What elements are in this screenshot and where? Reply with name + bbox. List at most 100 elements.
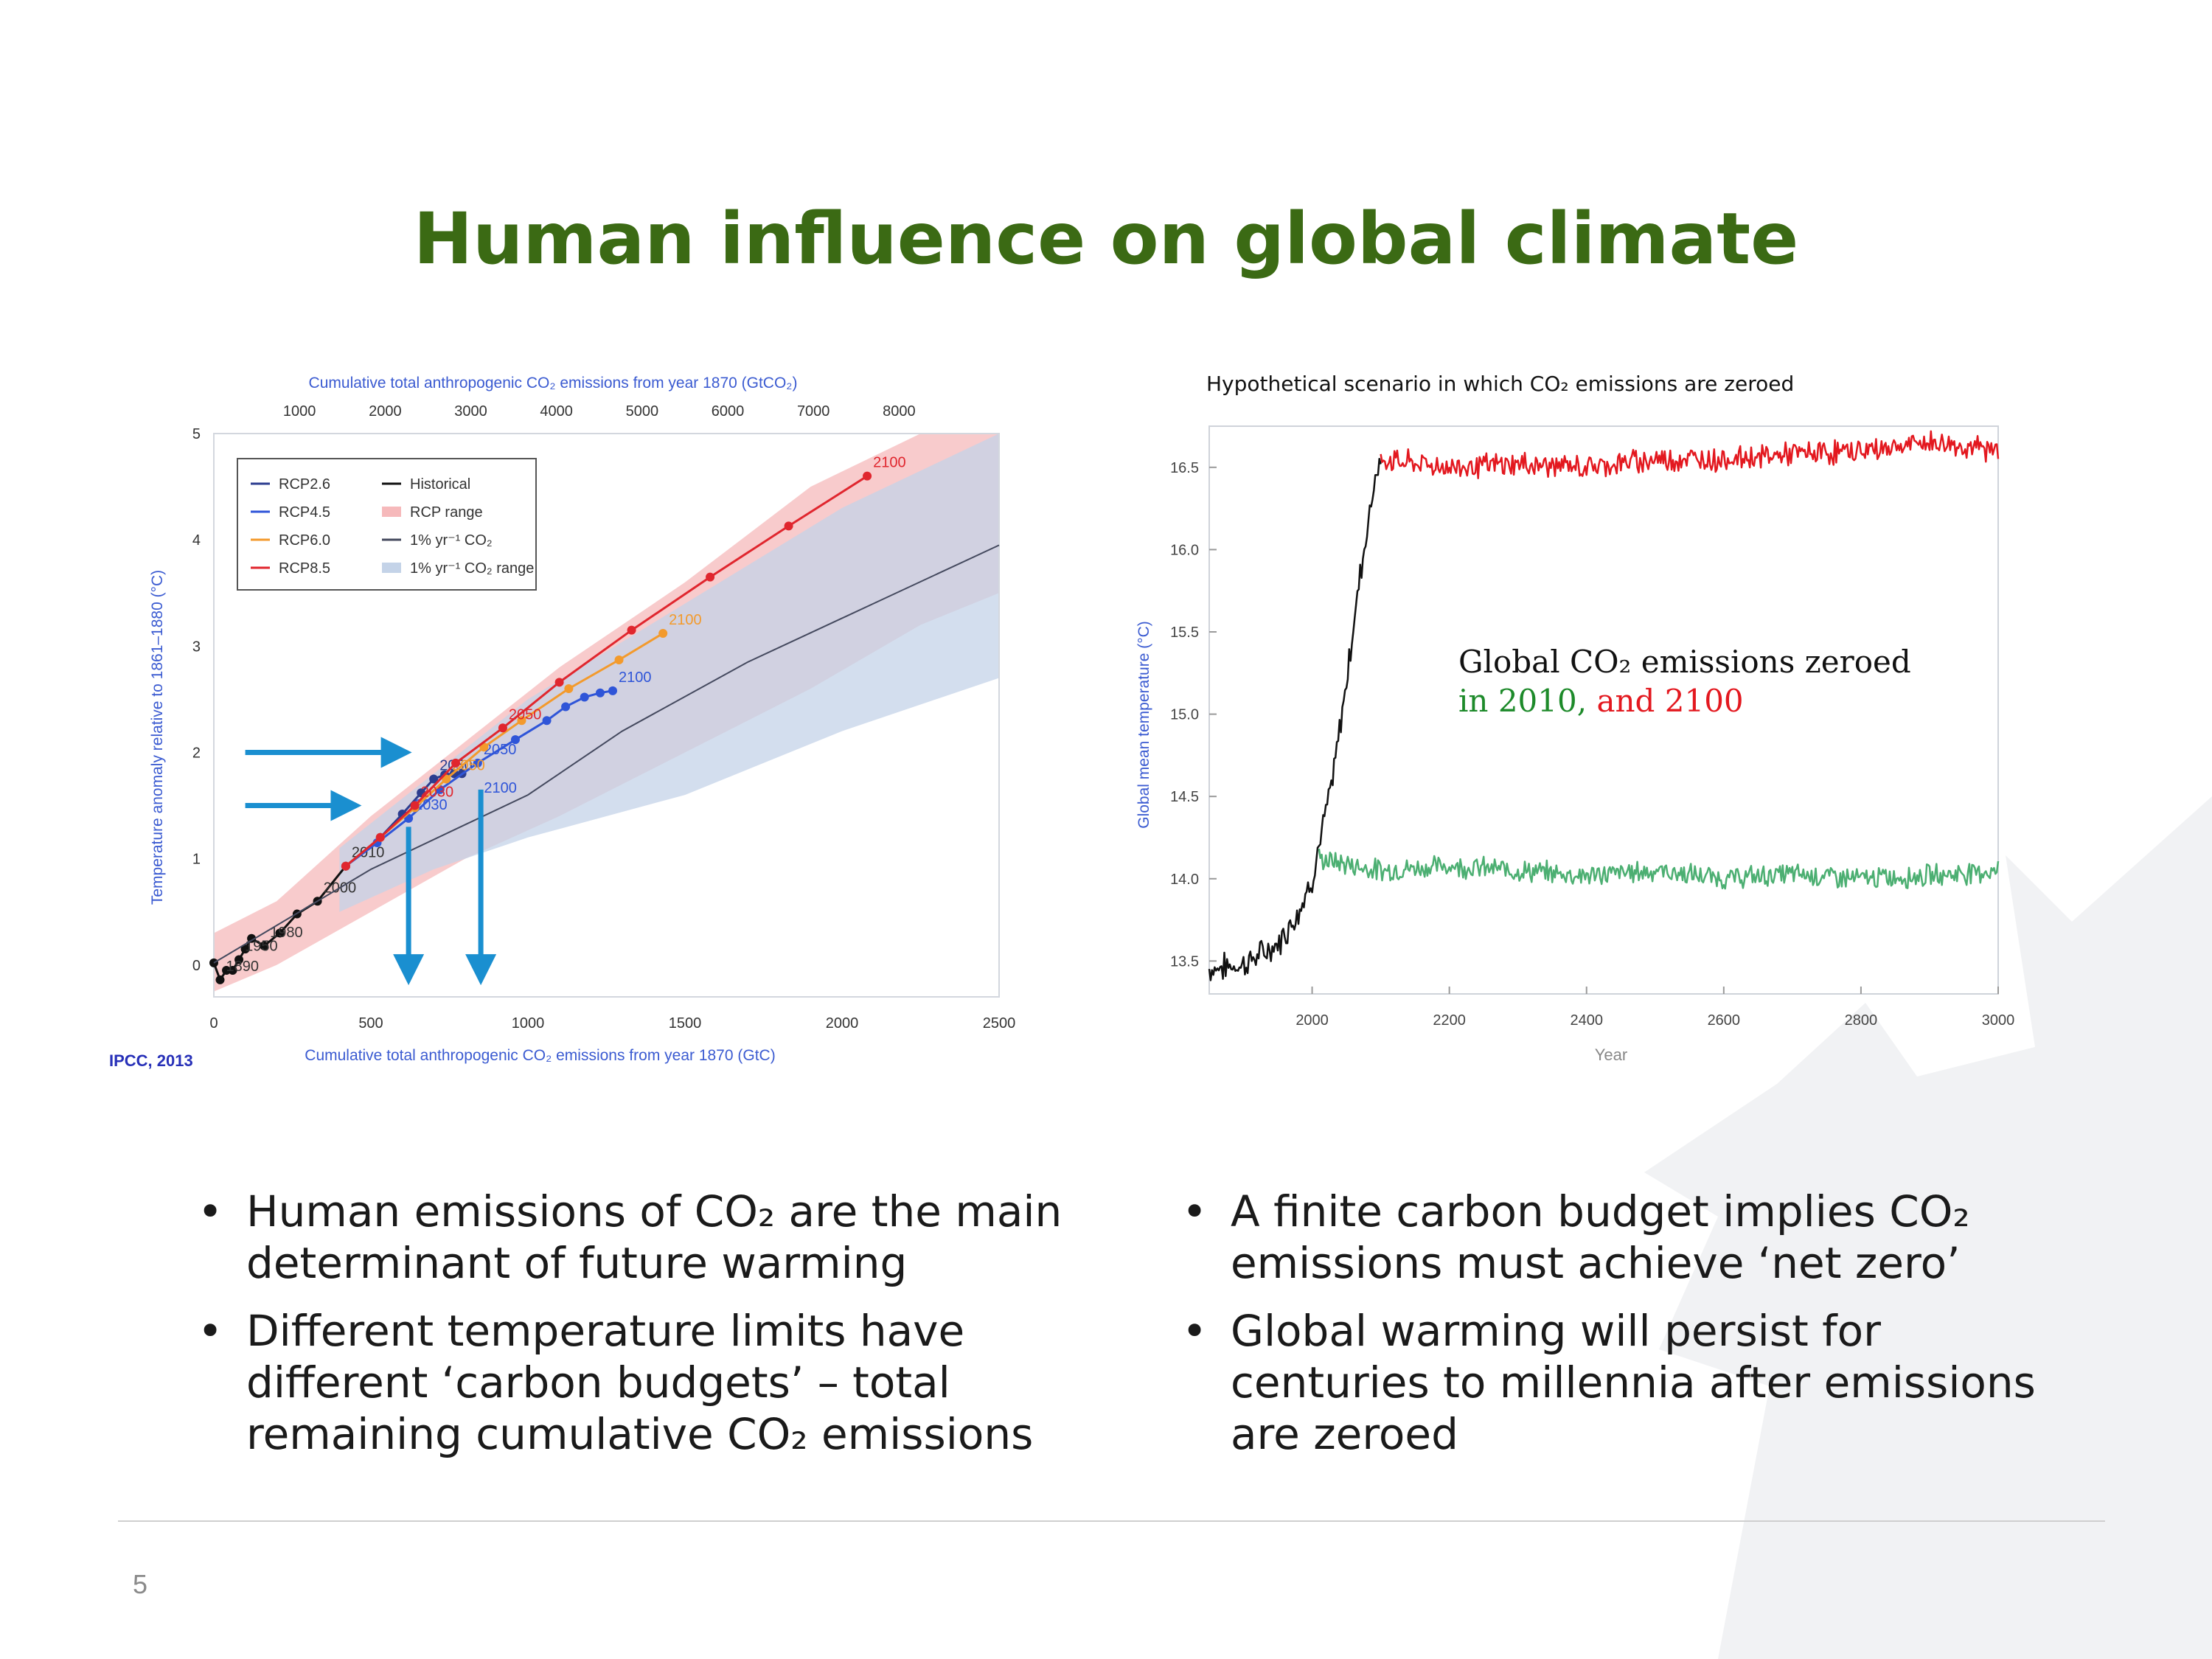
y-tick-label: 5 [192, 426, 201, 442]
annotation-red: and 2100 [1596, 683, 1743, 719]
point-label: 2100 [484, 780, 517, 796]
y-axis-label: Temperature anomaly relative to 1861–188… [149, 570, 166, 905]
data-point [228, 965, 237, 975]
top-axis-label: Cumulative total anthropogenic CO₂ emiss… [309, 375, 798, 392]
annotation-line-2: in 2010, and 2100 [1458, 683, 1744, 719]
legend-swatch [382, 507, 401, 517]
data-point [240, 945, 250, 954]
bullet-item: Global warming will persist for centurie… [1182, 1305, 2067, 1460]
x-tick-label: 1000 [512, 1015, 545, 1032]
top-tick-label: 7000 [797, 403, 830, 420]
legend-label: 1% yr⁻¹ CO₂ [410, 532, 493, 549]
point-label: 2050 [509, 706, 542, 723]
data-point [429, 774, 439, 784]
data-point [554, 678, 564, 687]
data-point [410, 801, 420, 810]
point-label: 1890 [226, 959, 260, 975]
data-point [580, 692, 589, 702]
x-axis-label: Cumulative total anthropogenic CO₂ emiss… [305, 1047, 775, 1064]
page-number: 5 [133, 1569, 148, 1599]
legend-label: RCP6.0 [279, 532, 330, 549]
annotation-sep: , [1577, 683, 1597, 719]
data-point [215, 975, 225, 984]
y-tick-label: 14.5 [1170, 789, 1199, 805]
legend-swatch [382, 563, 401, 573]
x-tick-label: 2400 [1570, 1012, 1603, 1029]
data-point [627, 625, 636, 635]
series-line-1-yr-co- [213, 544, 1000, 964]
point-label: 2050 [484, 742, 517, 758]
data-point [417, 788, 426, 798]
chart-title: Hypothetical scenario in which CO₂ emiss… [1206, 372, 1794, 396]
point-label: 1980 [270, 925, 303, 941]
source-label: IPCC, 2013 [109, 1051, 193, 1070]
point-label: 2100 [669, 612, 702, 628]
y-tick-label: 16.5 [1170, 460, 1199, 476]
data-point [442, 774, 451, 784]
cumulative-emissions-chart: 0 500 1000 1500 2000 2500 0 1 2 3 4 5 1000 2000 3000 40… [109, 375, 1016, 1070]
legend-label: RCP2.6 [279, 476, 330, 493]
y-tick-label: 3 [192, 639, 201, 655]
x-tick-label: 2200 [1433, 1012, 1466, 1029]
data-point [658, 629, 668, 639]
y-tick-label: 16.0 [1170, 542, 1199, 558]
legend-label: Historical [410, 476, 470, 493]
point-label: 1950 [245, 939, 278, 955]
data-point [706, 572, 715, 582]
data-point [234, 955, 244, 964]
x-tick-label: 1500 [669, 1015, 702, 1032]
data-point [247, 933, 257, 943]
x-tick-label: 2600 [1708, 1012, 1741, 1029]
x-tick-label: 2500 [983, 1015, 1016, 1032]
bullet-item: A finite carbon budget implies CO₂ emiss… [1182, 1186, 2067, 1289]
data-point [863, 471, 872, 481]
legend-label: 1% yr⁻¹ CO₂ range [410, 560, 534, 577]
top-tick-label: 3000 [454, 403, 487, 420]
bullet-list-left: Human emissions of CO₂ are the main dete… [198, 1186, 1082, 1476]
bullet-item: Different temperature limits have differ… [198, 1305, 1082, 1460]
data-point [473, 758, 482, 768]
y-tick-label: 4 [192, 532, 201, 549]
data-point [222, 965, 232, 975]
point-label: 2030 [421, 785, 454, 801]
top-tick-label: 1000 [283, 403, 316, 420]
series-line-rcp8-5 [344, 475, 868, 867]
y-tick-label: 2 [192, 745, 201, 761]
y-tick-label: 13.5 [1170, 953, 1199, 970]
data-point [784, 521, 793, 531]
point-label: 2050 [452, 757, 485, 773]
annotation-line-1: Global CO₂ emissions zeroed [1458, 644, 1911, 680]
x-tick-label: 2800 [1845, 1012, 1878, 1029]
y-tick-label: 15.0 [1170, 707, 1199, 723]
data-point [260, 941, 269, 950]
bullet-list-right: A finite carbon budget implies CO₂ emiss… [1182, 1186, 2067, 1476]
y-tick-label: 15.5 [1170, 625, 1199, 641]
bullet-item: Human emissions of CO₂ are the main dete… [198, 1186, 1082, 1289]
data-point [275, 928, 285, 938]
legend-label: RCP range [410, 504, 483, 521]
band-1-yr-co-range [339, 434, 999, 912]
y-tick-label: 14.0 [1170, 872, 1199, 888]
data-point [341, 861, 350, 871]
data-point [510, 735, 520, 745]
data-point [517, 716, 526, 726]
x-tick-label: 500 [358, 1015, 383, 1032]
top-tick-label: 2000 [369, 403, 402, 420]
zeroed-emissions-chart: Hypothetical scenario in which CO₂ emiss… [1135, 372, 2014, 1064]
data-point [561, 702, 571, 712]
series-line-zeroed-in-2010 [1318, 848, 2000, 890]
x-tick-label: 2000 [1295, 1012, 1329, 1029]
y-tick-label: 0 [192, 958, 201, 974]
slide-title: Human influence on global climate [413, 198, 1799, 280]
series-line-zeroed-in-2100 [1380, 430, 2000, 479]
data-point [375, 832, 385, 842]
plot-frame [213, 433, 1000, 998]
y-axis-label: Global mean temperature (°C) [1135, 621, 1152, 829]
data-point [542, 716, 552, 726]
data-point [614, 655, 624, 665]
point-label: 2100 [619, 669, 652, 686]
top-tick-label: 6000 [712, 403, 745, 420]
data-point [595, 688, 605, 698]
data-point [498, 723, 507, 733]
top-tick-label: 4000 [540, 403, 573, 420]
